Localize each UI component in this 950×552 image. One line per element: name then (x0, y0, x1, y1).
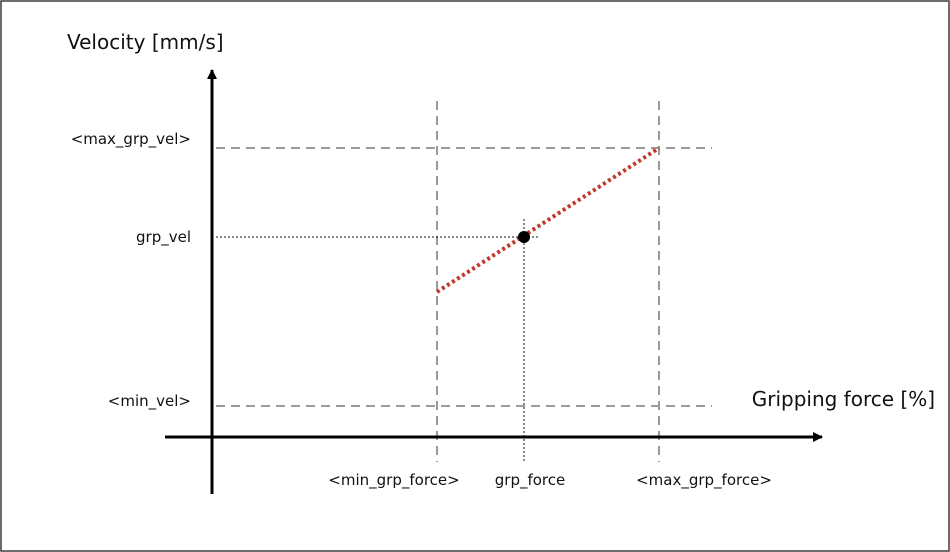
y-axis-title: Velocity [mm/s] (67, 30, 224, 54)
y-label-min-vel: <min_vel> (108, 392, 191, 411)
x-label-max-grp-force: <max_grp_force> (636, 471, 772, 490)
x-label-grp-force: grp_force (495, 471, 565, 490)
operating-point (518, 231, 530, 243)
y-label-max-grp-vel: <max_grp_vel> (71, 130, 191, 149)
x-axis-title: Gripping force [%] (752, 387, 935, 411)
velocity-force-curve (435, 146, 661, 294)
x-label-min-grp-force: <min_grp_force> (328, 471, 459, 490)
y-label-grp-vel: grp_vel (136, 228, 191, 247)
